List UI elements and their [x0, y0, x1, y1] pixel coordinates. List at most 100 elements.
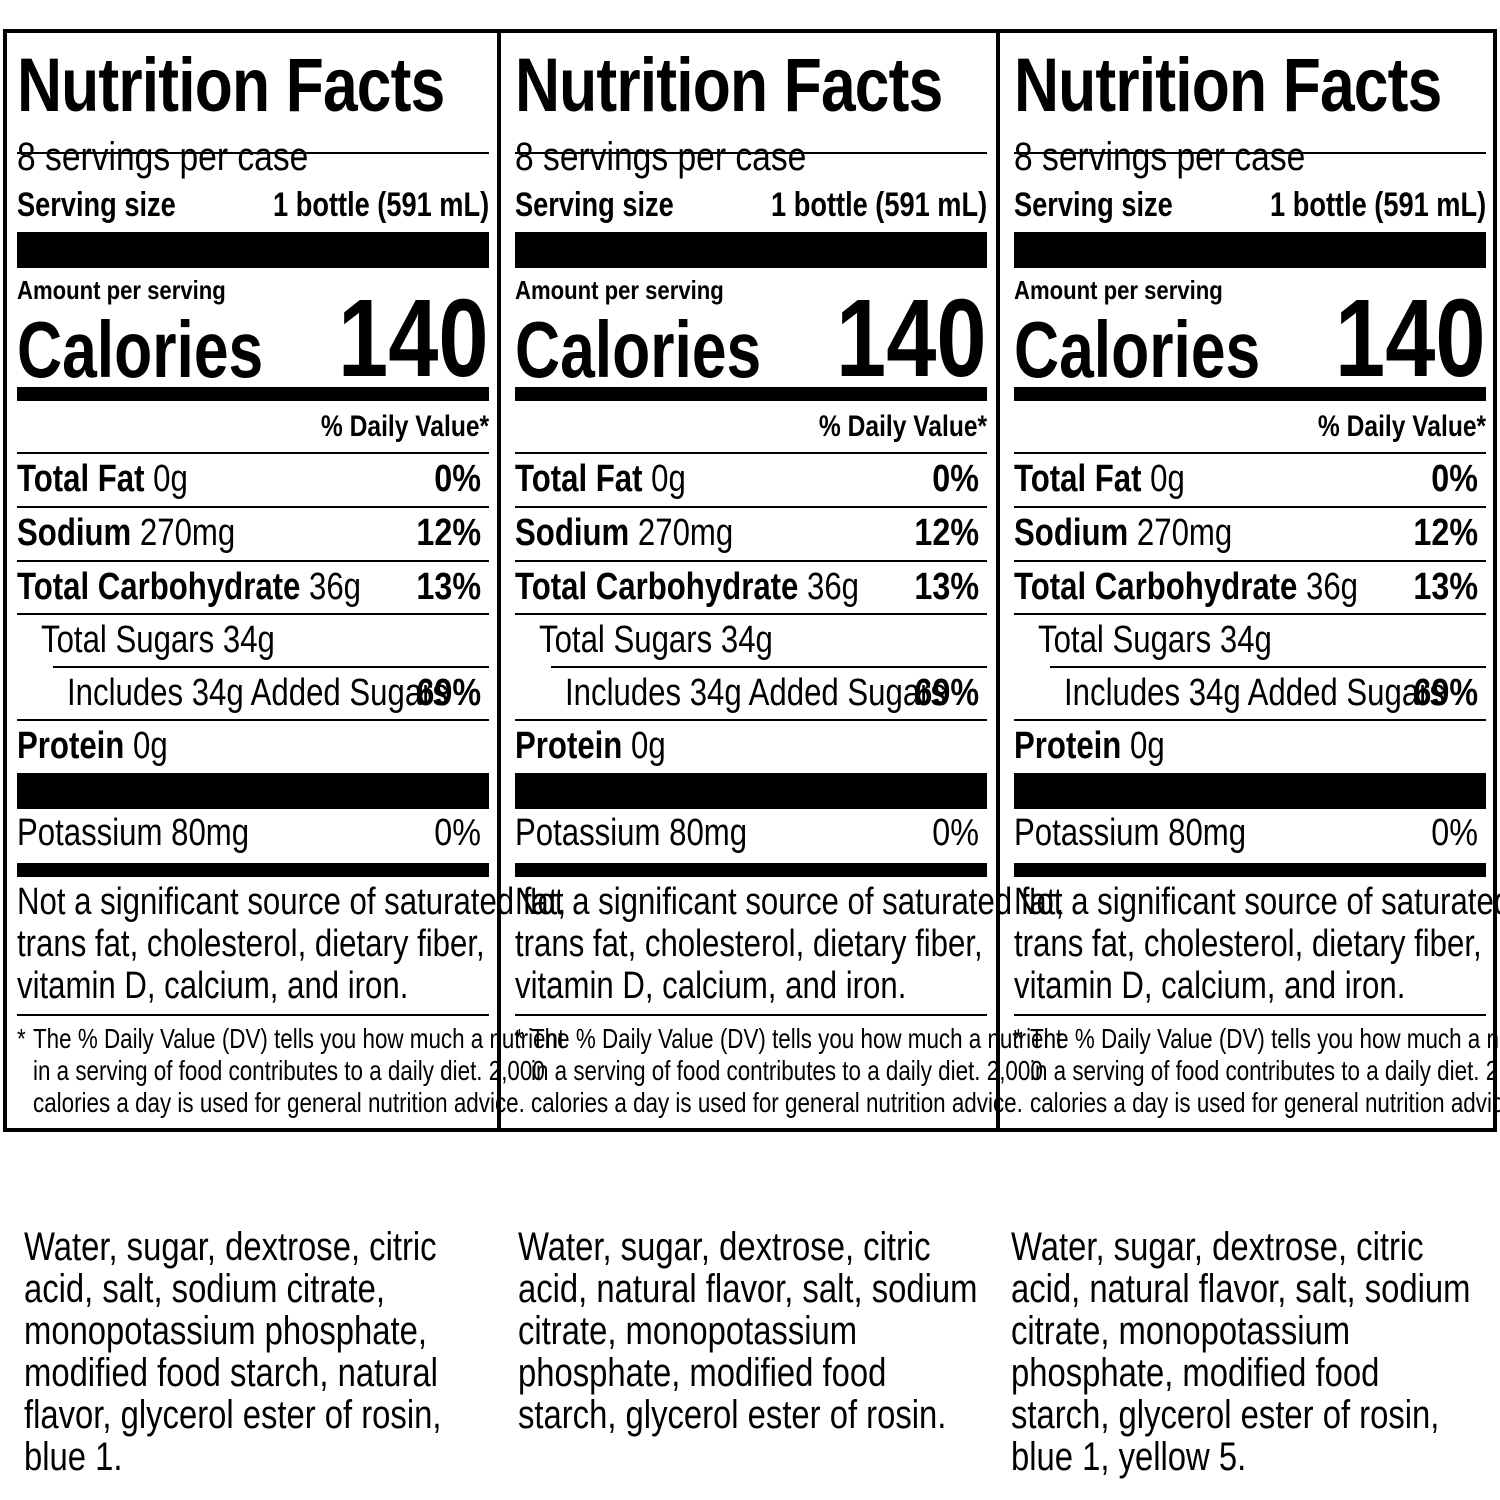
- nutrient-name: Sodium 270mg: [17, 512, 236, 554]
- nutrient-name: Total Sugars 34g: [1038, 619, 1272, 661]
- thick-rule: [515, 773, 987, 809]
- row-potassium: Potassium 80mg 0%: [515, 807, 987, 859]
- nutrient-dv: 12%: [416, 512, 481, 554]
- rule: [1014, 560, 1486, 562]
- nutrient-dv: 0%: [1431, 458, 1478, 500]
- amount-per-serving: Amount per serving: [515, 275, 724, 305]
- nutrient-dv: 69%: [416, 672, 481, 714]
- not-significant-note: Not a significant source of saturated fa…: [1014, 881, 1500, 1007]
- rule: [17, 613, 489, 615]
- rule: [1014, 1014, 1486, 1016]
- nutrient-name: Sodium 270mg: [1014, 512, 1233, 554]
- rule: [1014, 613, 1486, 615]
- nutrient-dv: 13%: [1413, 566, 1478, 608]
- row-potassium: Potassium 80mg 0%: [17, 807, 489, 859]
- row-sodium: Sodium 270mg 12%: [17, 507, 489, 559]
- rule: [515, 560, 987, 562]
- thick-rule: [1014, 773, 1486, 809]
- row-sodium: Sodium 270mg 12%: [515, 507, 987, 559]
- row-total-carbohydrate: Total Carbohydrate 36g 13%: [17, 561, 489, 613]
- row-total-carbohydrate: Total Carbohydrate 36g 13%: [1014, 561, 1486, 613]
- nutrient-name: Total Fat 0g: [1014, 458, 1185, 500]
- row-protein: Protein 0g: [1014, 720, 1486, 772]
- nutrient-dv: 0%: [932, 812, 979, 854]
- nutrient-dv: 12%: [1413, 512, 1478, 554]
- serving-size-value: 1 bottle (591 mL): [770, 186, 987, 224]
- nutrition-label: Nutrition Facts 8 servings per case Serv…: [515, 43, 1065, 1118]
- servings-per-container: 8 servings per case: [1014, 135, 1306, 179]
- nutrient-name: Includes 34g Added Sugars: [1064, 672, 1446, 714]
- row-sodium: Sodium 270mg 12%: [1014, 507, 1486, 559]
- rule: [551, 666, 987, 668]
- amount-per-serving: Amount per serving: [1014, 275, 1223, 305]
- ingredients-text: Water, sugar, dextrose, citric acid, sal…: [24, 1225, 442, 1479]
- medium-rule: [515, 863, 987, 877]
- rule: [17, 719, 489, 721]
- nutrient-name: Protein 0g: [17, 725, 168, 767]
- nutrient-name: Sodium 270mg: [515, 512, 734, 554]
- not-significant-note: Not a significant source of saturated fa…: [17, 881, 567, 1007]
- calories-label: Calories: [17, 305, 264, 394]
- row-total-fat: Total Fat 0g 0%: [17, 453, 489, 505]
- label-title: Nutrition Facts: [17, 43, 445, 128]
- row-total-fat: Total Fat 0g 0%: [1014, 453, 1486, 505]
- ingredients-text: Water, sugar, dextrose, citric acid, nat…: [1011, 1225, 1471, 1479]
- nutrient-name: Total Fat 0g: [17, 458, 188, 500]
- nutrient-name: Protein 0g: [1014, 725, 1165, 767]
- rule: [17, 152, 489, 154]
- thick-rule: [1014, 232, 1486, 268]
- servings-per-container: 8 servings per case: [17, 135, 309, 179]
- serving-size-label: Serving size: [1014, 186, 1173, 224]
- nutrient-name: Total Sugars 34g: [41, 619, 275, 661]
- label-title: Nutrition Facts: [515, 43, 943, 128]
- thick-rule: [515, 232, 987, 268]
- row-total-sugars: Total Sugars 34g: [515, 614, 987, 666]
- serving-size-label: Serving size: [17, 186, 176, 224]
- serving-size-label: Serving size: [515, 186, 674, 224]
- thick-rule: [17, 232, 489, 268]
- thick-rule: [17, 773, 489, 809]
- nutrient-dv: 0%: [434, 458, 481, 500]
- rule: [1014, 452, 1486, 454]
- column-divider: [497, 29, 501, 1132]
- row-total-fat: Total Fat 0g 0%: [515, 453, 987, 505]
- ingredients-text: Water, sugar, dextrose, citric acid, nat…: [518, 1225, 978, 1437]
- row-protein: Protein 0g: [17, 720, 489, 772]
- nutrient-dv: 0%: [1431, 812, 1478, 854]
- row-potassium: Potassium 80mg 0%: [1014, 807, 1486, 859]
- rule: [53, 666, 489, 668]
- serving-size-value: 1 bottle (591 mL): [272, 186, 489, 224]
- label-title: Nutrition Facts: [1014, 43, 1442, 128]
- medium-rule: [17, 387, 489, 401]
- calories-value: 140: [338, 277, 489, 400]
- medium-rule: [515, 387, 987, 401]
- nutrient-name: Total Fat 0g: [515, 458, 686, 500]
- nutrient-name: Protein 0g: [515, 725, 666, 767]
- nutrient-dv: 69%: [1413, 672, 1478, 714]
- nutrient-name: Potassium 80mg: [1014, 812, 1247, 854]
- rule: [515, 506, 987, 508]
- servings-per-container: 8 servings per case: [515, 135, 807, 179]
- row-added-sugars: Includes 34g Added Sugars 69%: [1014, 667, 1486, 719]
- amount-per-serving: Amount per serving: [17, 275, 226, 305]
- rule: [515, 719, 987, 721]
- row-added-sugars: Includes 34g Added Sugars 69%: [17, 667, 489, 719]
- rule: [515, 613, 987, 615]
- medium-rule: [1014, 863, 1486, 877]
- nutrient-dv: 0%: [434, 812, 481, 854]
- rule: [17, 506, 489, 508]
- nutrient-dv: 69%: [914, 672, 979, 714]
- nutrient-name: Total Sugars 34g: [539, 619, 773, 661]
- nutrient-name: Includes 34g Added Sugars: [67, 672, 449, 714]
- nutrient-name: Potassium 80mg: [17, 812, 250, 854]
- nutrient-name: Total Carbohydrate 36g: [515, 566, 860, 608]
- not-significant-note: Not a significant source of saturated fa…: [515, 881, 1065, 1007]
- rule: [1014, 506, 1486, 508]
- nutrient-dv: 0%: [932, 458, 979, 500]
- rule: [515, 1014, 987, 1016]
- row-added-sugars: Includes 34g Added Sugars 69%: [515, 667, 987, 719]
- rule: [17, 452, 489, 454]
- nutrient-name: Potassium 80mg: [515, 812, 748, 854]
- medium-rule: [1014, 387, 1486, 401]
- labels-frame: [3, 29, 1497, 1132]
